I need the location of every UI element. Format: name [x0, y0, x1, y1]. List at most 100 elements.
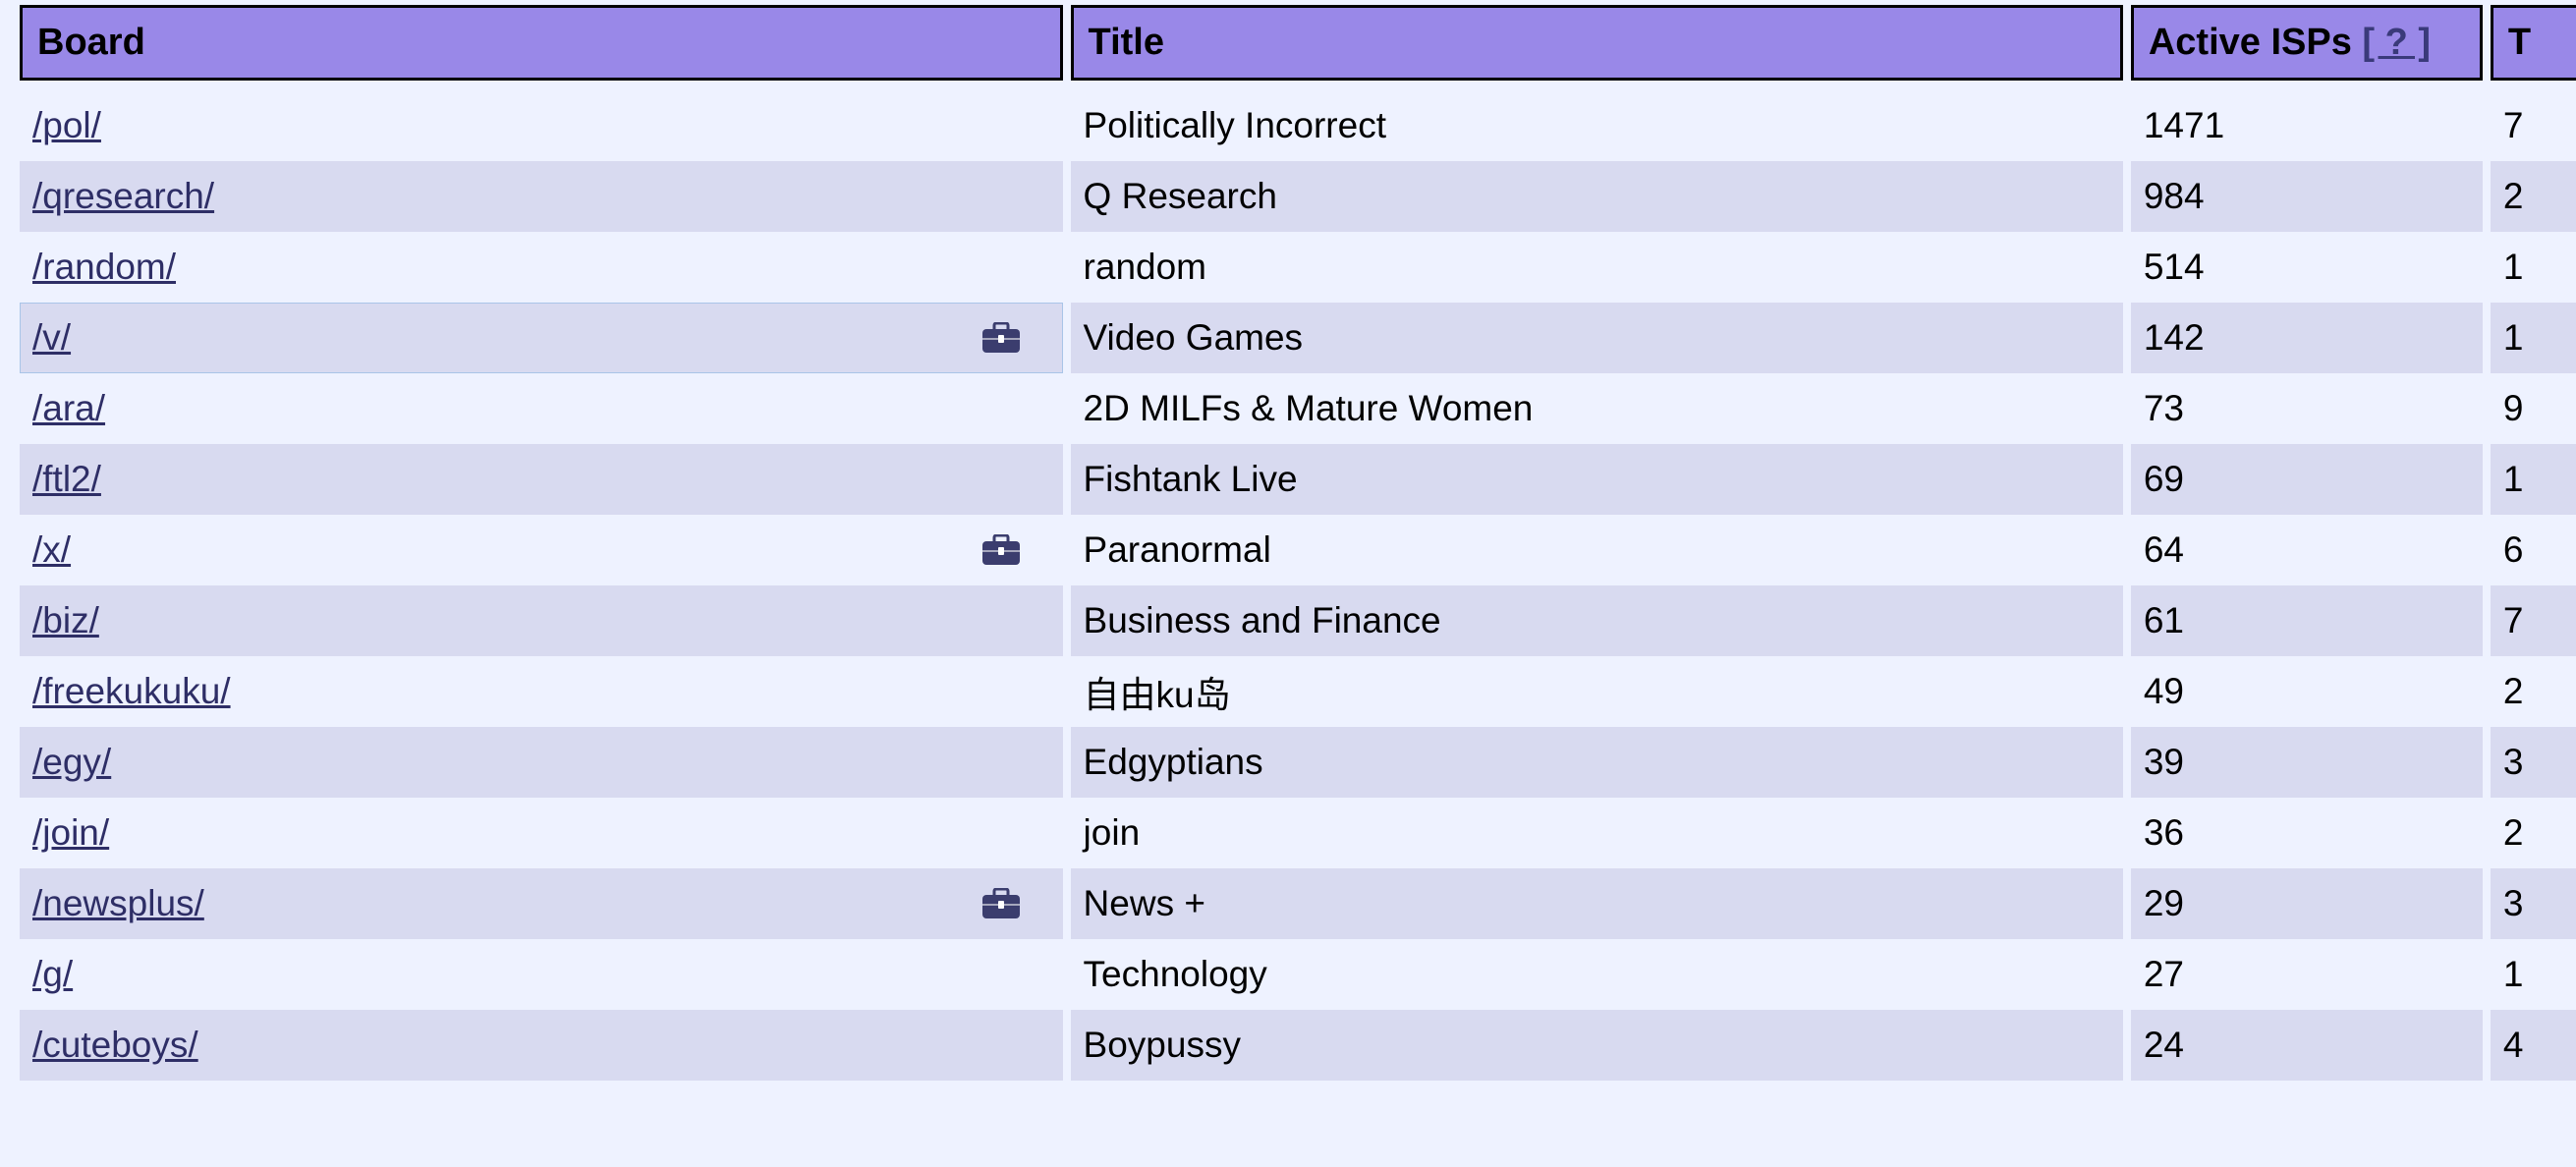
board-cell: /freekukuku/ [20, 656, 1063, 727]
column-header-active-isps[interactable]: Active ISPs [ ? ] [2130, 5, 2483, 81]
board-cell: /cuteboys/ [20, 1010, 1063, 1081]
title-cell: Politically Incorrect [1071, 90, 2123, 161]
board-list-container: Board Title Active ISPs [ ? ] T /pol/ Po… [20, 5, 2576, 1081]
board-title: News + [1083, 883, 1205, 923]
next-column-cell: 2 [2491, 798, 2576, 868]
board-link[interactable]: /newsplus/ [32, 883, 204, 923]
next-column-value: 3 [2502, 742, 2524, 782]
board-cell: /g/ [20, 939, 1063, 1010]
active-isps-cell: 27 [2131, 939, 2483, 1010]
board-cell: /x/ [20, 515, 1063, 585]
column-header-next-label: T [2507, 22, 2532, 63]
active-isps-cell: 49 [2131, 656, 2483, 727]
next-column-value: 1 [2502, 954, 2524, 994]
next-column-cell: 1 [2491, 232, 2576, 303]
title-cell: Fishtank Live [1070, 444, 2123, 515]
active-isps-help-link[interactable]: [ ? ] [2362, 22, 2432, 63]
next-column-value: 2 [2502, 671, 2524, 711]
board-title: Business and Finance [1083, 600, 1441, 640]
board-link[interactable]: /pol/ [32, 105, 101, 145]
board-link[interactable]: /v/ [32, 317, 72, 358]
board-title: Paranormal [1083, 529, 1271, 570]
briefcase-icon [981, 534, 1020, 565]
title-cell: News + [1070, 868, 2123, 939]
active-isps-value: 36 [2143, 812, 2184, 853]
next-column-cell: 4 [2490, 1010, 2576, 1081]
next-column-cell: 1 [2491, 939, 2576, 1010]
board-title: 自由ku岛 [1083, 675, 1231, 715]
title-cell: Edgyptians [1070, 727, 2123, 798]
board-link[interactable]: /random/ [32, 247, 177, 287]
board-link[interactable]: /biz/ [32, 600, 99, 640]
board-title: 2D MILFs & Mature Women [1083, 388, 1534, 428]
active-isps-value: 24 [2143, 1025, 2184, 1065]
table-row: /egy/ Edgyptians 39 3 [20, 727, 2576, 798]
active-isps-cell: 39 [2130, 727, 2483, 798]
next-column-value: 2 [2502, 176, 2524, 216]
board-link[interactable]: /qresearch/ [32, 176, 215, 216]
active-isps-value: 49 [2143, 671, 2184, 711]
table-row: /random/ random 514 1 [20, 232, 2576, 303]
board-link[interactable]: /join/ [32, 812, 110, 853]
table-row: /v/ Video Games 142 1 [20, 303, 2576, 373]
board-link[interactable]: /freekukuku/ [32, 671, 231, 711]
board-link[interactable]: /g/ [32, 954, 74, 994]
next-column-value: 7 [2502, 105, 2524, 145]
title-cell: join [1071, 798, 2123, 868]
active-isps-cell: 64 [2131, 515, 2483, 585]
table-row: /biz/ Business and Finance 61 7 [20, 585, 2576, 656]
table-row: /freekukuku/ 自由ku岛 49 2 [20, 656, 2576, 727]
board-cell: /ftl2/ [20, 444, 1063, 515]
table-row: /cuteboys/ Boypussy 24 4 [20, 1010, 2576, 1081]
column-header-next[interactable]: T [2490, 5, 2576, 81]
next-column-cell: 7 [2491, 90, 2576, 161]
next-column-cell: 3 [2490, 868, 2576, 939]
table-row: /join/ join 36 2 [20, 798, 2576, 868]
title-cell: Boypussy [1070, 1010, 2123, 1081]
active-isps-cell: 984 [2130, 161, 2483, 232]
next-column-value: 3 [2502, 883, 2524, 923]
active-isps-value: 73 [2143, 388, 2184, 428]
active-isps-cell: 142 [2130, 303, 2483, 373]
board-link[interactable]: /ftl2/ [32, 459, 101, 499]
next-column-value: 2 [2502, 812, 2524, 853]
board-title: Fishtank Live [1083, 459, 1298, 499]
active-isps-cell: 514 [2131, 232, 2483, 303]
next-column-value: 9 [2502, 388, 2524, 428]
next-column-cell: 1 [2490, 303, 2576, 373]
title-cell: Business and Finance [1070, 585, 2123, 656]
board-link[interactable]: /x/ [32, 529, 72, 570]
board-cell: /v/ [20, 303, 1063, 373]
active-isps-value: 142 [2143, 317, 2205, 358]
active-isps-value: 29 [2143, 883, 2184, 923]
next-column-cell: 1 [2490, 444, 2576, 515]
column-header-title-label: Title [1088, 22, 1164, 63]
board-title: Edgyptians [1083, 742, 1263, 782]
active-isps-cell: 24 [2130, 1010, 2483, 1081]
briefcase-icon [981, 888, 1020, 918]
board-cell: /biz/ [20, 585, 1063, 656]
next-column-value: 7 [2502, 600, 2524, 640]
column-header-board-label: Board [37, 22, 145, 63]
board-cell: /newsplus/ [20, 868, 1063, 939]
board-table: Board Title Active ISPs [ ? ] T /pol/ Po… [12, 5, 2576, 1081]
active-isps-cell: 1471 [2131, 90, 2483, 161]
table-row: /pol/ Politically Incorrect 1471 7 [20, 90, 2576, 161]
column-header-title[interactable]: Title [1070, 5, 2123, 81]
board-cell: /egy/ [20, 727, 1063, 798]
board-link[interactable]: /ara/ [32, 388, 106, 428]
board-cell: /pol/ [20, 90, 1063, 161]
next-column-value: 1 [2502, 459, 2524, 499]
column-header-active-isps-label: Active ISPs [2148, 22, 2352, 63]
active-isps-value: 64 [2143, 529, 2184, 570]
table-row: /g/ Technology 27 1 [20, 939, 2576, 1010]
column-header-board[interactable]: Board [20, 5, 1063, 81]
board-title: join [1083, 812, 1141, 853]
title-cell: 2D MILFs & Mature Women [1071, 373, 2123, 444]
active-isps-cell: 29 [2130, 868, 2483, 939]
board-link[interactable]: /egy/ [32, 742, 112, 782]
active-isps-value: 39 [2143, 742, 2184, 782]
table-row: /qresearch/ Q Research 984 2 [20, 161, 2576, 232]
board-link[interactable]: /cuteboys/ [32, 1025, 198, 1065]
title-cell: Technology [1071, 939, 2123, 1010]
